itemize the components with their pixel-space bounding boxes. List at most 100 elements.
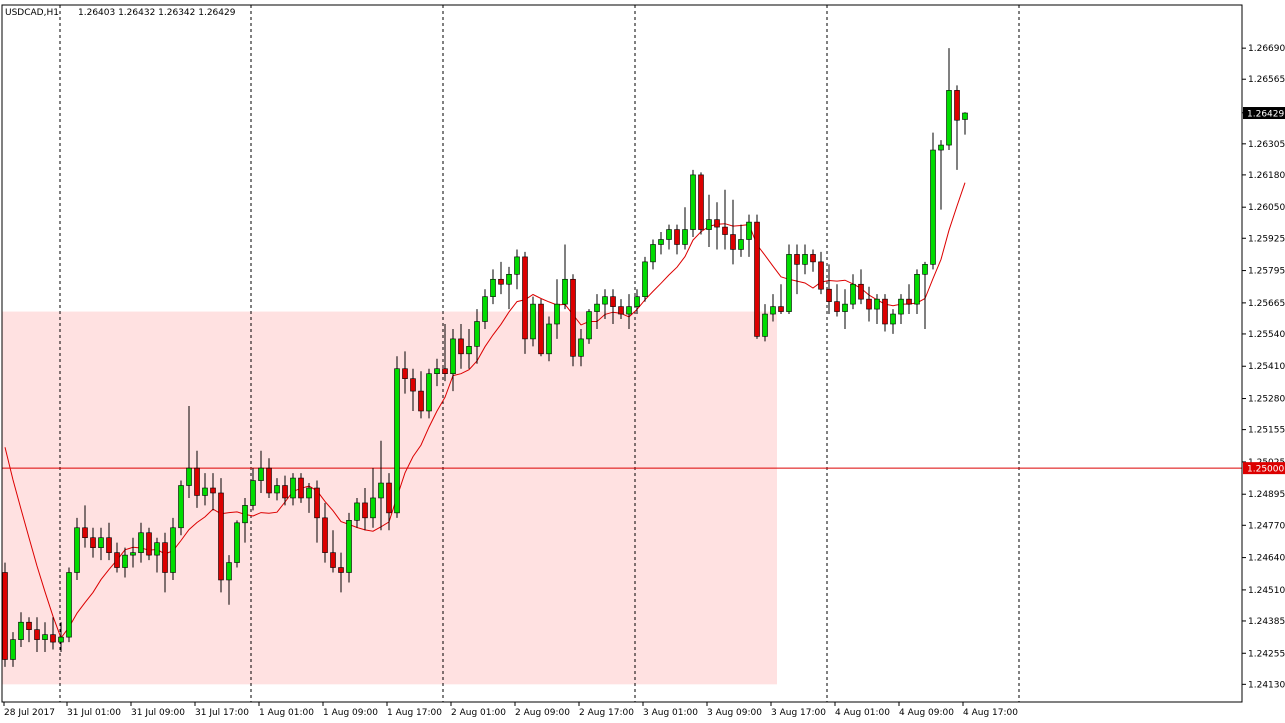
candle <box>2 562 8 667</box>
candle <box>426 368 432 419</box>
candle-body <box>962 112 968 120</box>
candle <box>762 304 768 342</box>
candle-body <box>746 221 752 240</box>
candle-body <box>170 527 176 573</box>
y-tick-label: 1.25155 <box>1248 426 1285 436</box>
candle <box>674 224 680 255</box>
candle <box>666 224 672 250</box>
plot-frame <box>1 4 1243 703</box>
candle <box>834 284 840 317</box>
candle-body <box>98 537 104 548</box>
candle <box>890 309 896 334</box>
candle <box>418 371 424 419</box>
chart-ohlc-quote: 1.26403 1.26432 1.26342 1.26429 <box>78 8 236 18</box>
candle-body <box>634 296 640 307</box>
candle <box>122 547 128 578</box>
candle <box>538 299 544 357</box>
candle-body <box>242 505 248 524</box>
x-tick-label: 31 Jul 09:00 <box>131 708 185 718</box>
y-tick-label: 1.25925 <box>1248 234 1285 244</box>
candle <box>26 617 32 643</box>
x-tick-label: 2 Aug 09:00 <box>515 708 570 718</box>
candle-body <box>434 368 440 374</box>
candle-body <box>210 487 216 494</box>
x-tick-label: 4 Aug 17:00 <box>963 708 1018 718</box>
candle <box>698 172 704 235</box>
candle-body <box>346 520 352 573</box>
candle <box>170 517 176 580</box>
candle-body <box>706 219 712 230</box>
candle <box>346 512 352 583</box>
candle <box>370 468 376 528</box>
candle-body <box>482 296 488 322</box>
candle-body <box>922 264 928 275</box>
candle-body <box>834 301 840 312</box>
candle <box>826 264 832 315</box>
candle <box>74 517 80 580</box>
candle-body <box>698 174 704 230</box>
candle-body <box>850 283 856 305</box>
candle-body <box>42 634 48 640</box>
candle-body <box>338 567 344 573</box>
candle-body <box>594 303 600 312</box>
candle <box>730 199 736 265</box>
candle <box>50 617 56 650</box>
candle <box>906 284 912 315</box>
candle <box>858 269 864 305</box>
candle <box>530 296 536 347</box>
candle-body <box>866 298 872 310</box>
candle-body <box>890 313 896 325</box>
candle-body <box>314 487 320 519</box>
candle-body <box>194 467 200 496</box>
current-price-badge: 1.26429 <box>1247 110 1284 120</box>
x-tick-label: 3 Aug 17:00 <box>771 708 826 718</box>
candle-body <box>778 306 784 312</box>
candle <box>938 140 944 210</box>
candle <box>514 249 520 290</box>
candle-body <box>418 390 424 412</box>
candle-body <box>714 219 720 228</box>
candle-body <box>498 278 504 285</box>
x-tick-label: 31 Jul 17:00 <box>195 708 249 718</box>
candle-body <box>394 368 400 514</box>
candle <box>178 480 184 536</box>
candle-body <box>538 303 544 355</box>
candle <box>98 527 104 561</box>
candle-body <box>2 572 8 660</box>
candle <box>626 294 632 329</box>
candle <box>322 502 328 563</box>
candle-body <box>258 467 264 481</box>
candle <box>82 505 88 548</box>
level-price-badge: 1.25000 <box>1247 465 1284 475</box>
candle-body <box>226 562 232 581</box>
candle <box>402 351 408 394</box>
y-tick-label: 1.24640 <box>1248 554 1285 564</box>
candle <box>466 328 472 369</box>
candle-body <box>82 527 88 539</box>
candle-body <box>626 306 632 315</box>
candle-body <box>722 226 728 235</box>
candle <box>354 497 360 528</box>
candle-body <box>530 303 536 340</box>
candle-body <box>930 149 936 265</box>
candle-body <box>658 239 664 245</box>
candle <box>274 478 280 501</box>
candle-body <box>618 306 624 315</box>
candle <box>474 309 480 364</box>
candle-body <box>90 537 96 548</box>
candle-body <box>154 542 160 556</box>
candle-body <box>786 254 792 312</box>
candle <box>362 488 368 531</box>
candle-body <box>50 634 56 643</box>
candle <box>722 189 728 250</box>
candle-body <box>554 303 560 325</box>
candle-body <box>818 261 824 290</box>
candle <box>490 269 496 305</box>
x-tick-label: 1 Aug 09:00 <box>323 708 378 718</box>
candle <box>210 473 216 511</box>
candle <box>66 567 72 643</box>
y-tick-label: 1.26690 <box>1248 44 1285 54</box>
y-tick-label: 1.25665 <box>1248 299 1285 309</box>
candle-body <box>610 296 616 307</box>
